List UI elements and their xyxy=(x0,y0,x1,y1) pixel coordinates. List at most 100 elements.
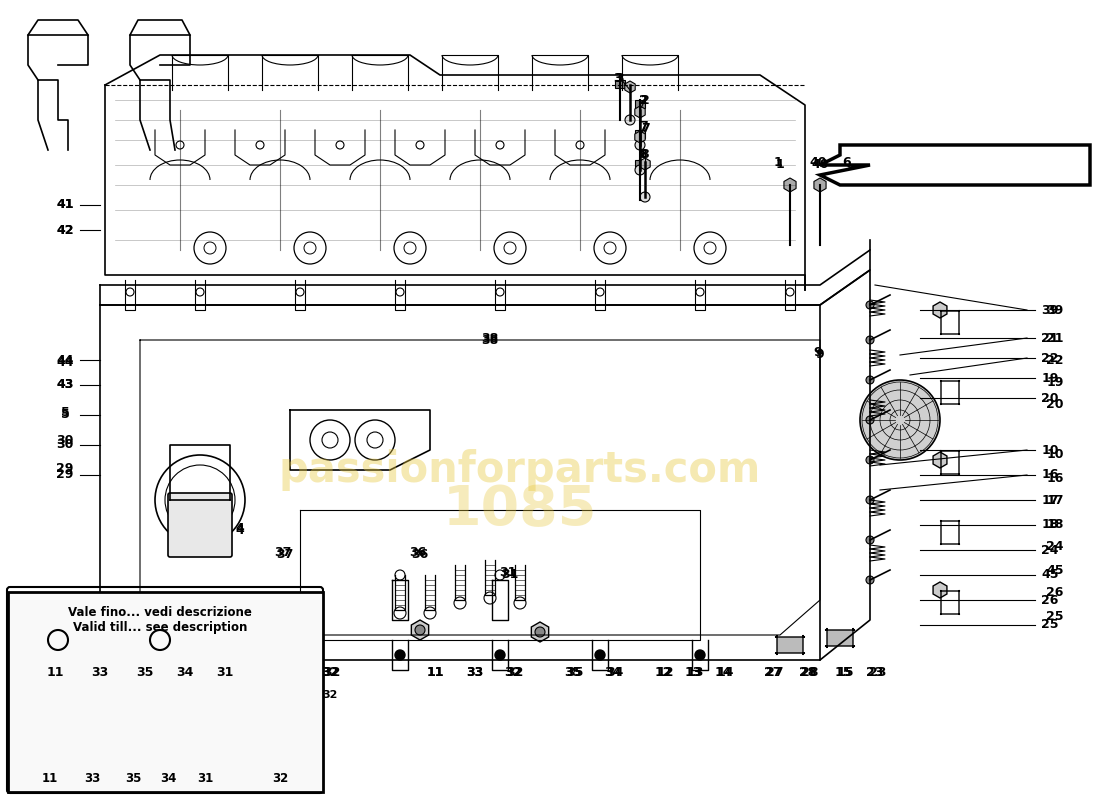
Text: 8: 8 xyxy=(640,149,649,162)
Text: 32: 32 xyxy=(504,666,521,678)
Text: 11: 11 xyxy=(427,666,443,678)
Text: 27: 27 xyxy=(764,666,782,678)
Text: 39: 39 xyxy=(1042,303,1058,317)
Text: 15: 15 xyxy=(834,666,851,678)
Text: 29: 29 xyxy=(56,469,74,482)
Text: 18: 18 xyxy=(1042,518,1058,531)
Text: 45: 45 xyxy=(1042,569,1058,582)
Text: 44: 44 xyxy=(56,355,74,369)
Text: 14: 14 xyxy=(714,666,732,678)
Text: 15: 15 xyxy=(836,666,854,678)
Text: 3: 3 xyxy=(616,71,625,85)
Text: 20: 20 xyxy=(1042,391,1058,405)
Text: 23: 23 xyxy=(867,666,883,678)
Text: 33: 33 xyxy=(466,666,484,678)
Text: Vale fino... vedi descrizione: Vale fino... vedi descrizione xyxy=(58,729,252,742)
Text: 35: 35 xyxy=(136,666,154,678)
Text: 42: 42 xyxy=(56,223,74,237)
Text: 16: 16 xyxy=(1046,471,1064,485)
Text: 41: 41 xyxy=(56,198,74,211)
Circle shape xyxy=(866,301,874,309)
Text: 31: 31 xyxy=(217,666,233,678)
Text: 32: 32 xyxy=(272,771,288,785)
Polygon shape xyxy=(820,145,1090,185)
Circle shape xyxy=(866,336,874,344)
Text: 26: 26 xyxy=(1042,594,1058,606)
Circle shape xyxy=(395,650,405,660)
Circle shape xyxy=(860,380,940,460)
Text: 7: 7 xyxy=(639,121,648,134)
Text: 37: 37 xyxy=(276,549,294,562)
Text: passionforparts.com: passionforparts.com xyxy=(279,449,761,491)
Text: 2: 2 xyxy=(640,94,649,106)
Text: 35: 35 xyxy=(566,666,584,678)
Text: 44: 44 xyxy=(56,354,74,366)
Text: 2: 2 xyxy=(639,94,648,106)
Text: 34: 34 xyxy=(604,666,622,678)
Text: 12: 12 xyxy=(654,666,672,678)
Text: 28: 28 xyxy=(801,666,818,678)
Text: 11: 11 xyxy=(427,666,443,678)
Text: 21: 21 xyxy=(1042,331,1058,345)
Text: 1: 1 xyxy=(776,158,784,171)
Text: 22: 22 xyxy=(1046,354,1064,366)
Text: 4: 4 xyxy=(235,522,244,534)
Text: 22: 22 xyxy=(1042,351,1058,365)
Text: 34: 34 xyxy=(177,690,192,700)
Text: 39: 39 xyxy=(1046,303,1064,317)
Text: 23: 23 xyxy=(869,666,887,678)
Text: 5: 5 xyxy=(60,406,69,418)
FancyBboxPatch shape xyxy=(825,628,855,648)
Text: 30: 30 xyxy=(56,438,74,451)
Text: 10: 10 xyxy=(1042,443,1058,457)
Text: 28: 28 xyxy=(800,666,816,678)
Circle shape xyxy=(866,456,874,464)
Text: 33: 33 xyxy=(84,771,100,785)
Text: 41: 41 xyxy=(56,198,74,211)
Text: 30: 30 xyxy=(56,434,74,446)
Bar xyxy=(8,597,320,792)
Text: 8: 8 xyxy=(639,149,647,162)
Text: 14: 14 xyxy=(716,666,734,678)
Text: 9: 9 xyxy=(814,346,823,358)
Text: 35: 35 xyxy=(136,666,154,678)
Text: Valid till... see description: Valid till... see description xyxy=(64,749,246,762)
Text: 31: 31 xyxy=(218,690,233,700)
Text: 1085: 1085 xyxy=(443,483,597,537)
Text: 9: 9 xyxy=(816,349,824,362)
Text: 27: 27 xyxy=(767,666,783,678)
Text: 34: 34 xyxy=(606,666,624,678)
FancyBboxPatch shape xyxy=(7,587,323,793)
Text: 13: 13 xyxy=(686,666,704,678)
Text: 45: 45 xyxy=(1046,563,1064,577)
Text: 31: 31 xyxy=(217,666,233,678)
Text: 32: 32 xyxy=(322,690,338,700)
Text: 42: 42 xyxy=(56,223,74,237)
Text: 17: 17 xyxy=(1046,494,1064,507)
Text: 33: 33 xyxy=(91,666,109,678)
Text: 19: 19 xyxy=(1042,371,1058,385)
Text: 16: 16 xyxy=(1042,469,1058,482)
Circle shape xyxy=(595,650,605,660)
Circle shape xyxy=(866,576,874,584)
Text: 38: 38 xyxy=(482,331,498,345)
Text: 32: 32 xyxy=(321,666,339,678)
Text: 11: 11 xyxy=(46,666,64,678)
Circle shape xyxy=(635,140,645,150)
Text: 20: 20 xyxy=(1046,398,1064,410)
Text: 31: 31 xyxy=(499,566,517,579)
Text: 5: 5 xyxy=(60,409,69,422)
Circle shape xyxy=(866,416,874,424)
Text: 35: 35 xyxy=(124,771,141,785)
Text: 21: 21 xyxy=(1046,331,1064,345)
Circle shape xyxy=(625,115,635,125)
Text: 6: 6 xyxy=(846,158,855,171)
Text: 11: 11 xyxy=(42,771,58,785)
Text: 25: 25 xyxy=(1046,610,1064,622)
Text: 6: 6 xyxy=(843,157,851,170)
Text: 37: 37 xyxy=(274,546,292,559)
Text: 36: 36 xyxy=(409,546,427,559)
Text: 40: 40 xyxy=(812,158,828,171)
Circle shape xyxy=(640,192,650,202)
Circle shape xyxy=(635,165,645,175)
